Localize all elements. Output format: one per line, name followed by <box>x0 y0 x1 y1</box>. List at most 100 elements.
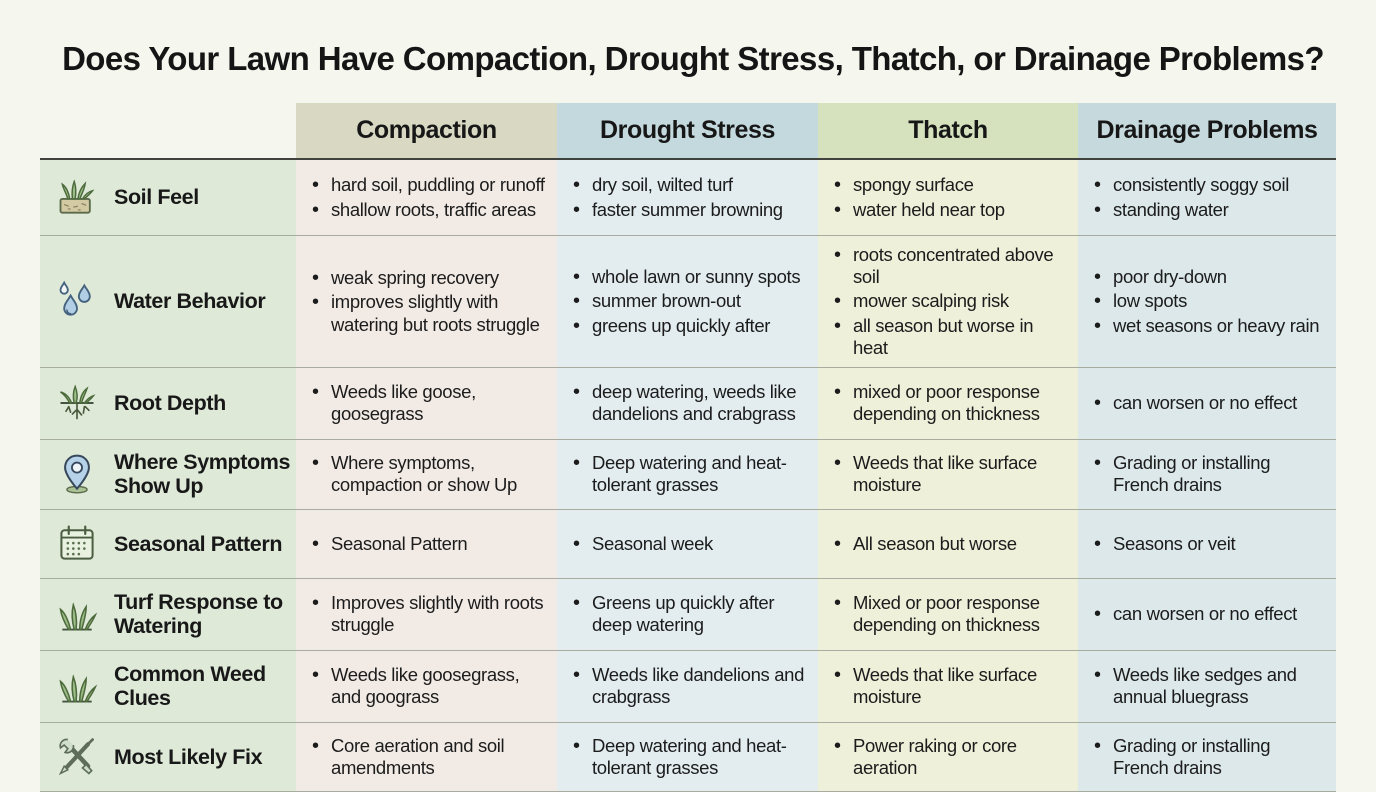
column-header-drought-stress: Drought Stress <box>557 103 818 158</box>
bullet-item: Core aeration and soil amendments <box>310 734 549 779</box>
table-cell: whole lawn or sunny spotssummer brown-ou… <box>557 236 818 367</box>
bullet-list: roots concentrated above soilmower scalp… <box>832 242 1070 361</box>
table-row: Soil Feel hard soil, puddling or runoffsh… <box>40 160 1336 236</box>
table-cell: Mixed or poor response depending on thic… <box>818 578 1078 650</box>
bullet-item: All season but worse <box>832 532 1017 556</box>
bullet-list: Weeds like dandelions and crabgrass <box>571 662 810 710</box>
table-cell: spongy surfacewater held near top <box>818 160 1078 235</box>
bullet-item: Seasons or veit <box>1092 532 1236 556</box>
bullet-item: whole lawn or sunny spots <box>571 265 801 289</box>
table-cell: Where symptoms, compaction or show Up <box>296 439 557 509</box>
bullet-item: Improves slightly with roots struggle <box>310 591 549 636</box>
table-cell: Deep watering and heat-tolerant grasses <box>557 439 818 509</box>
soil-grass-icon <box>54 175 100 221</box>
table-cell: mixed or poor response depending on thic… <box>818 367 1078 439</box>
bullet-list: weak spring recoveryimproves slightly wi… <box>310 265 549 338</box>
bullet-list: dry soil, wilted turffaster summer brown… <box>571 172 783 222</box>
comparison-table: Compaction Drought Stress Thatch Drainage P… <box>40 103 1336 792</box>
bullet-list: All season but worse <box>832 531 1017 557</box>
bullet-list: poor dry-downlow spotswet seasons or hea… <box>1092 264 1320 339</box>
table-cell: weak spring recoveryimproves slightly wi… <box>296 236 557 367</box>
bullet-item: Grading or installing French drains <box>1092 451 1328 496</box>
row-label: Where Symptoms Show Up <box>114 450 290 499</box>
table-cell: Weeds like dandelions and crabgrass <box>557 650 818 722</box>
table-cell: Weeds like goosegrass, and goograss <box>296 650 557 722</box>
bullet-list: mixed or poor response depending on thic… <box>832 379 1070 427</box>
bullet-item: spongy surface <box>832 173 1005 197</box>
bullet-item: roots concentrated above soil <box>832 243 1070 288</box>
bullet-list: Seasonal Pattern <box>310 531 468 557</box>
bullet-item: mixed or poor response depending on thic… <box>832 380 1070 425</box>
table-row: Root Depth Weeds like goose, goosegrass de… <box>40 367 1336 440</box>
bullet-item: consistently soggy soil <box>1092 173 1289 197</box>
bullet-list: Deep watering and heat-tolerant grasses <box>571 450 810 498</box>
bullet-item: Seasonal Pattern <box>310 532 468 556</box>
bullet-list: deep watering, weeds like dandelions and… <box>571 379 810 427</box>
bullet-item: Grading or installing French drains <box>1092 734 1328 779</box>
bullet-list: Deep watering and heat-tolerant grasses <box>571 733 810 781</box>
bullet-list: Improves slightly with roots struggle <box>310 590 549 638</box>
bullet-item: Weeds that like surface moisture <box>832 451 1070 496</box>
bullet-list: spongy surfacewater held near top <box>832 172 1005 222</box>
bullet-item: dry soil, wilted turf <box>571 173 783 197</box>
row-label: Most Likely Fix <box>114 744 263 769</box>
bullet-list: Weeds like sedges and annual bluegrass <box>1092 662 1328 710</box>
row-header-water-behavior: Water Behavior <box>40 236 296 367</box>
bullet-list: Seasonal week <box>571 531 713 557</box>
bullet-item: mower scalping risk <box>832 289 1070 313</box>
bullet-item: poor dry-down <box>1092 265 1319 289</box>
table-row: Water Behavior weak spring recoveryimprov… <box>40 236 1336 368</box>
bullet-list: Greens up quickly after deep watering <box>571 590 810 638</box>
bullet-item: Power raking or core aeration <box>832 734 1070 779</box>
bullet-item: can worsen or no effect <box>1092 391 1297 415</box>
row-header-seasonal-pattern: Seasonal Pattern <box>40 509 296 578</box>
bullet-item: Mixed or poor response depending on thic… <box>832 591 1070 636</box>
table-cell: Weeds like goose, goosegrass <box>296 367 557 439</box>
table-cell: Weeds that like surface moisture <box>818 439 1078 509</box>
column-header-thatch: Thatch <box>818 103 1078 158</box>
bullet-list: consistently soggy soilstanding water <box>1092 172 1289 222</box>
bullet-list: Grading or installing French drains <box>1092 733 1328 781</box>
row-label: Soil Feel <box>114 185 199 210</box>
table-cell: can worsen or no effect <box>1078 367 1336 439</box>
row-label: Common Weed Clues <box>114 662 266 711</box>
bullet-list: Weeds like goosegrass, and goograss <box>310 662 549 710</box>
bullet-list: hard soil, puddling or runoffshallow roo… <box>310 172 545 222</box>
table-row: Common Weed Clues Weeds like goosegrass, … <box>40 650 1336 723</box>
row-label: Root Depth <box>114 391 226 416</box>
grass-tuft-icon <box>54 591 100 637</box>
bullet-list: Where symptoms, compaction or show Up <box>310 450 549 498</box>
bullet-item: Weeds like goosegrass, and goograss <box>310 663 549 708</box>
grass-tuft-icon <box>54 663 100 709</box>
grass-roots-icon <box>54 380 100 426</box>
bullet-item: hard soil, puddling or runoff <box>310 173 545 197</box>
crossed-tools-icon <box>54 734 100 780</box>
table-cell: All season but worse <box>818 509 1078 578</box>
row-label: Turf Response to Watering <box>114 590 283 639</box>
bullet-item: Weeds like goose, goosegrass <box>310 380 549 425</box>
bullet-list: Core aeration and soil amendments <box>310 733 549 781</box>
bullet-item: weak spring recovery <box>310 266 549 290</box>
table-cell: Greens up quickly after deep watering <box>557 578 818 650</box>
bullet-list: Seasons or veit <box>1092 531 1236 557</box>
page-title: Does Your Lawn Have Compaction, Drought … <box>62 40 1324 77</box>
calendar-icon <box>54 521 100 567</box>
table-cell: Improves slightly with roots struggle <box>296 578 557 650</box>
location-pin-icon <box>54 451 100 497</box>
table-cell: Core aeration and soil amendments <box>296 722 557 791</box>
table-cell: poor dry-downlow spotswet seasons or hea… <box>1078 236 1336 367</box>
bullet-list: Weeds that like surface moisture <box>832 662 1070 710</box>
bullet-item: greens up quickly after <box>571 314 800 338</box>
table-cell: can worsen or no effect <box>1078 578 1336 650</box>
table-cell: dry soil, wilted turffaster summer brown… <box>557 160 818 235</box>
table-body: Soil Feel hard soil, puddling or runoffsh… <box>40 158 1336 792</box>
bullet-list: can worsen or no effect <box>1092 390 1297 416</box>
bullet-item: Greens up quickly after deep watering <box>571 591 810 636</box>
bullet-item: wet seasons or heavy rain <box>1092 314 1320 338</box>
table-cell: Grading or installing French drains <box>1078 439 1336 509</box>
table-cell: roots concentrated above soilmower scalp… <box>818 236 1078 367</box>
table-cell: Weeds like sedges and annual bluegrass <box>1078 650 1336 722</box>
table-row: Seasonal Pattern Seasonal Pattern Seasonal… <box>40 509 1336 579</box>
bullet-item: shallow roots, traffic areas <box>310 197 545 221</box>
bullet-item: Weeds like sedges and annual bluegrass <box>1092 663 1328 708</box>
